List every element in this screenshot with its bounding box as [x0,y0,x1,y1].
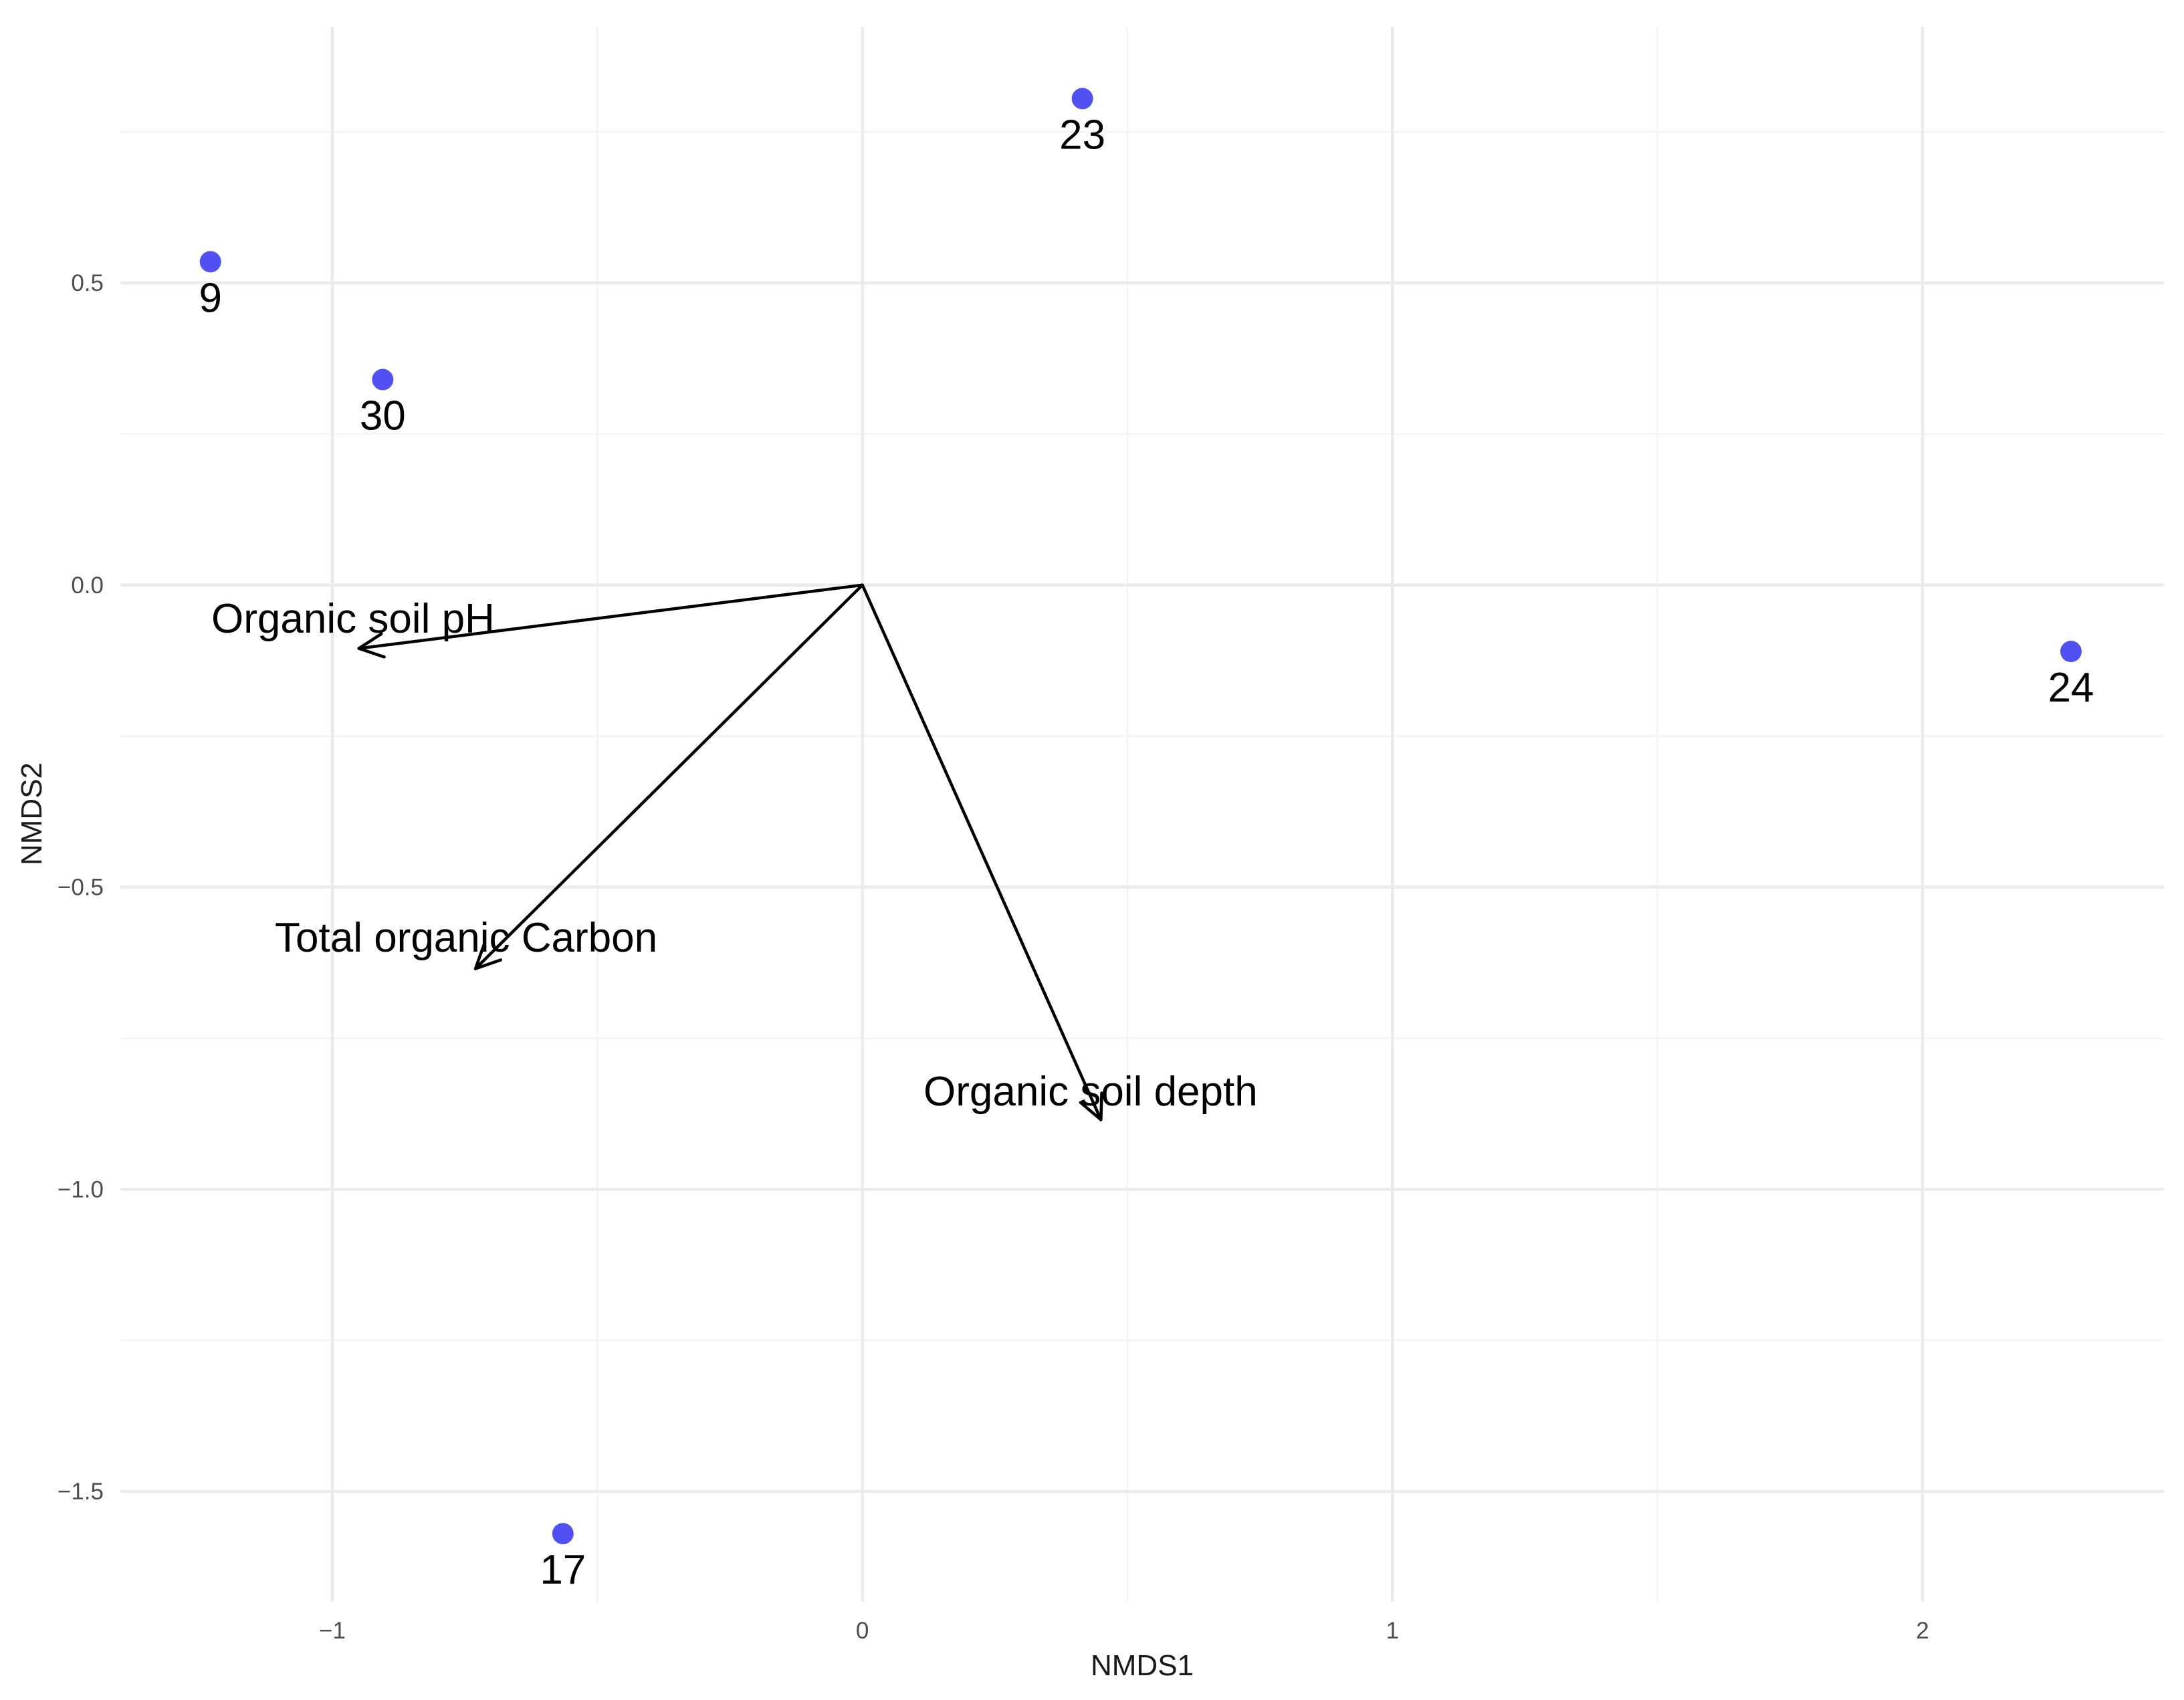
x-tick-label: 2 [1916,1618,1929,1644]
vector-arrowhead [1079,1091,1103,1122]
minor-gridlines [120,27,2164,1602]
site-point [372,368,394,391]
site-point-label: 23 [1059,112,1105,158]
site-point [552,1523,574,1545]
vector-arrow [861,583,1103,1122]
vector-arrow [357,583,864,659]
x-tick-label: 1 [1386,1618,1399,1644]
site-point [2060,641,2082,663]
vector-label: Organic soil pH [211,596,495,642]
x-axis-title: NMDS1 [1091,1649,1194,1682]
x-tick-label: 0 [856,1618,869,1644]
site-point [199,251,221,273]
y-axis-title: NMDS2 [15,762,48,865]
site-point-label: 9 [199,275,221,321]
site-point-label: 30 [360,393,406,439]
environmental-vectors: Organic soil pH Total organic Carbon Organ… [211,583,1258,1122]
x-tick-label: −1 [319,1618,346,1644]
y-tick-label: 0.0 [71,572,104,599]
major-gridlines [120,27,2164,1602]
y-axis-tick-labels: −1.5 −1.0 −0.5 0.0 0.5 [58,270,104,1505]
vector-arrowhead [473,942,503,970]
vector-shaft [473,583,864,970]
vector-shaft [357,583,864,650]
site-point [1071,88,1093,110]
y-tick-label: −1.5 [58,1479,104,1505]
vector-label: Organic soil depth [923,1069,1258,1115]
y-tick-label: 0.5 [71,270,104,296]
vector-shaft [861,583,1103,1122]
vector-arrow [473,583,864,970]
site-point-label: 24 [2048,665,2094,711]
x-axis-tick-labels: −1 0 1 2 [319,1618,1929,1644]
site-point-label: 17 [540,1547,586,1593]
site-points: 9 30 23 24 17 [199,88,2094,1593]
y-tick-label: −0.5 [58,875,104,901]
vector-arrowhead [357,632,386,659]
vector-label: Total organic Carbon [275,915,657,961]
y-tick-label: −1.0 [58,1176,104,1202]
